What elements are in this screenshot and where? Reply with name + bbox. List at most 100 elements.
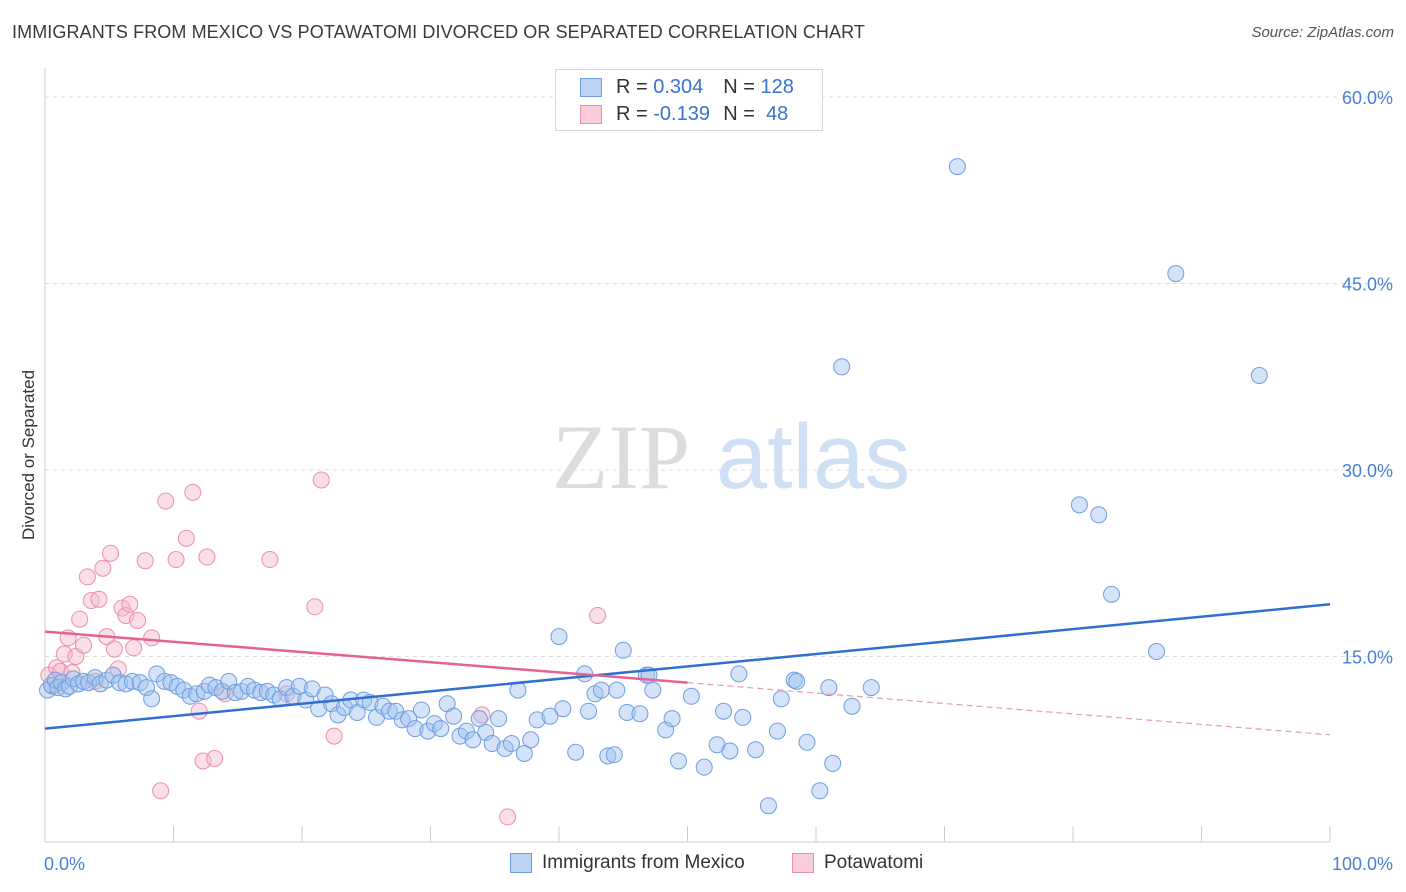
point-potawatomi (206, 749, 224, 767)
point-immigrants-from-mexico (522, 731, 540, 749)
chart-title: IMMIGRANTS FROM MEXICO VS POTAWATOMI DIV… (12, 22, 865, 42)
point-immigrants-from-mexico (464, 731, 482, 749)
point-immigrants-from-mexico (515, 744, 533, 762)
point-immigrants-from-mexico (111, 674, 129, 692)
legend-item-potawatomi: Potawatomi (792, 852, 923, 874)
point-immigrants-from-mexico (156, 672, 174, 690)
point-potawatomi (198, 548, 216, 566)
grid (45, 96, 1392, 657)
point-immigrants-from-mexico (592, 681, 610, 699)
point-immigrants-from-mexico (554, 700, 572, 718)
point-immigrants-from-mexico (608, 681, 626, 699)
point-potawatomi (136, 552, 154, 570)
point-potawatomi (125, 639, 143, 657)
n-value: 128 (760, 75, 794, 98)
point-immigrants-from-mexico (316, 686, 334, 704)
point-immigrants-from-mexico (734, 708, 752, 726)
trendlines (44, 603, 1331, 736)
n-label: N = (723, 102, 755, 125)
point-immigrants-from-mexico (1070, 496, 1088, 514)
tick-labels: 15.0% 30.0% 45.0% 60.0% 0.0% 100.0% (44, 88, 1393, 874)
point-immigrants-from-mexico (567, 743, 585, 761)
point-immigrants-from-mexico (457, 722, 475, 740)
x-tick-label: 0.0% (44, 854, 85, 874)
point-immigrants-from-mexico (768, 722, 786, 740)
point-immigrants-from-mexico (644, 681, 662, 699)
point-immigrants-from-mexico (483, 735, 501, 753)
point-immigrants-from-mexico (843, 697, 861, 715)
point-immigrants-from-mexico (393, 711, 411, 729)
point-immigrants-from-mexico (1090, 506, 1108, 524)
point-immigrants-from-mexico (380, 702, 398, 720)
r-value: -0.139 (653, 102, 710, 125)
point-potawatomi (143, 629, 161, 647)
point-immigrants-from-mexico (1250, 367, 1268, 385)
trendline-potawatomi (44, 630, 688, 684)
points-layer (39, 158, 1268, 826)
point-potawatomi (167, 551, 185, 569)
point-immigrants-from-mexico (400, 710, 418, 728)
point-immigrants-from-mexico (798, 733, 816, 751)
trendline-immigrants-from-mexico (44, 603, 1331, 730)
r-label: R = (616, 102, 648, 125)
point-immigrants-from-mexico (670, 752, 688, 770)
n-value: 48 (766, 102, 789, 125)
point-potawatomi (94, 559, 112, 577)
point-immigrants-from-mexico (721, 742, 739, 760)
point-immigrants-from-mexico (599, 747, 617, 765)
mexico-swatch (580, 77, 602, 97)
legend-swatch-mexico (510, 853, 532, 873)
point-immigrants-from-mexico (310, 700, 328, 718)
point-immigrants-from-mexico (682, 687, 700, 705)
legend-label-potawatomi: Potawatomi (824, 852, 924, 873)
stats-row-potawatomi: R = -0.139 N = 48 (580, 103, 788, 125)
legend-swatch-potawatomi (792, 853, 814, 873)
x-tick-label: 100.0% (1332, 854, 1393, 874)
legend-label-mexico: Immigrants from Mexico (542, 852, 745, 873)
point-potawatomi (90, 590, 108, 608)
point-immigrants-from-mexico (1167, 265, 1185, 283)
point-immigrants-from-mexico (820, 679, 838, 697)
point-immigrants-from-mexico (862, 679, 880, 697)
point-potawatomi (78, 568, 96, 586)
point-immigrants-from-mexico (138, 679, 156, 697)
source-label: Source: ZipAtlas.com (1251, 24, 1394, 41)
point-potawatomi (157, 492, 175, 510)
point-potawatomi (306, 598, 324, 616)
point-potawatomi (184, 483, 202, 501)
point-immigrants-from-mexico (502, 735, 520, 753)
point-potawatomi (75, 636, 93, 654)
point-immigrants-from-mexico (614, 641, 632, 659)
point-immigrants-from-mexico (528, 711, 546, 729)
n-label: N = (723, 75, 755, 98)
potawatomi-swatch (580, 104, 602, 124)
stats-legend: R = 0.304 N = 128 R = -0.139 N = 48 (555, 69, 823, 131)
point-potawatomi (261, 551, 279, 569)
point-immigrants-from-mexico (175, 681, 193, 699)
point-potawatomi (312, 471, 330, 489)
point-immigrants-from-mexico (550, 628, 568, 646)
point-immigrants-from-mexico (580, 702, 598, 720)
point-immigrants-from-mexico (772, 690, 790, 708)
point-immigrants-from-mexico (695, 758, 713, 776)
point-immigrants-from-mexico (278, 679, 296, 697)
point-immigrants-from-mexico (541, 707, 559, 725)
watermark: ZIP atlas (552, 406, 910, 508)
point-immigrants-from-mexico (445, 707, 463, 725)
point-potawatomi (121, 595, 139, 613)
watermark-atlas: atlas (716, 406, 910, 508)
point-immigrants-from-mexico (470, 710, 488, 728)
point-immigrants-from-mexico (730, 665, 748, 683)
point-immigrants-from-mexico (618, 703, 636, 721)
point-potawatomi (589, 606, 607, 624)
point-potawatomi (499, 808, 517, 826)
point-immigrants-from-mexico (413, 701, 431, 719)
point-immigrants-from-mexico (252, 684, 270, 702)
y-axis-label: Divorced or Separated (19, 370, 38, 540)
point-immigrants-from-mexico (490, 710, 508, 728)
axes (44, 68, 1331, 843)
point-immigrants-from-mexico (1103, 585, 1121, 603)
point-immigrants-from-mexico (213, 682, 231, 700)
point-immigrants-from-mexico (432, 720, 450, 738)
